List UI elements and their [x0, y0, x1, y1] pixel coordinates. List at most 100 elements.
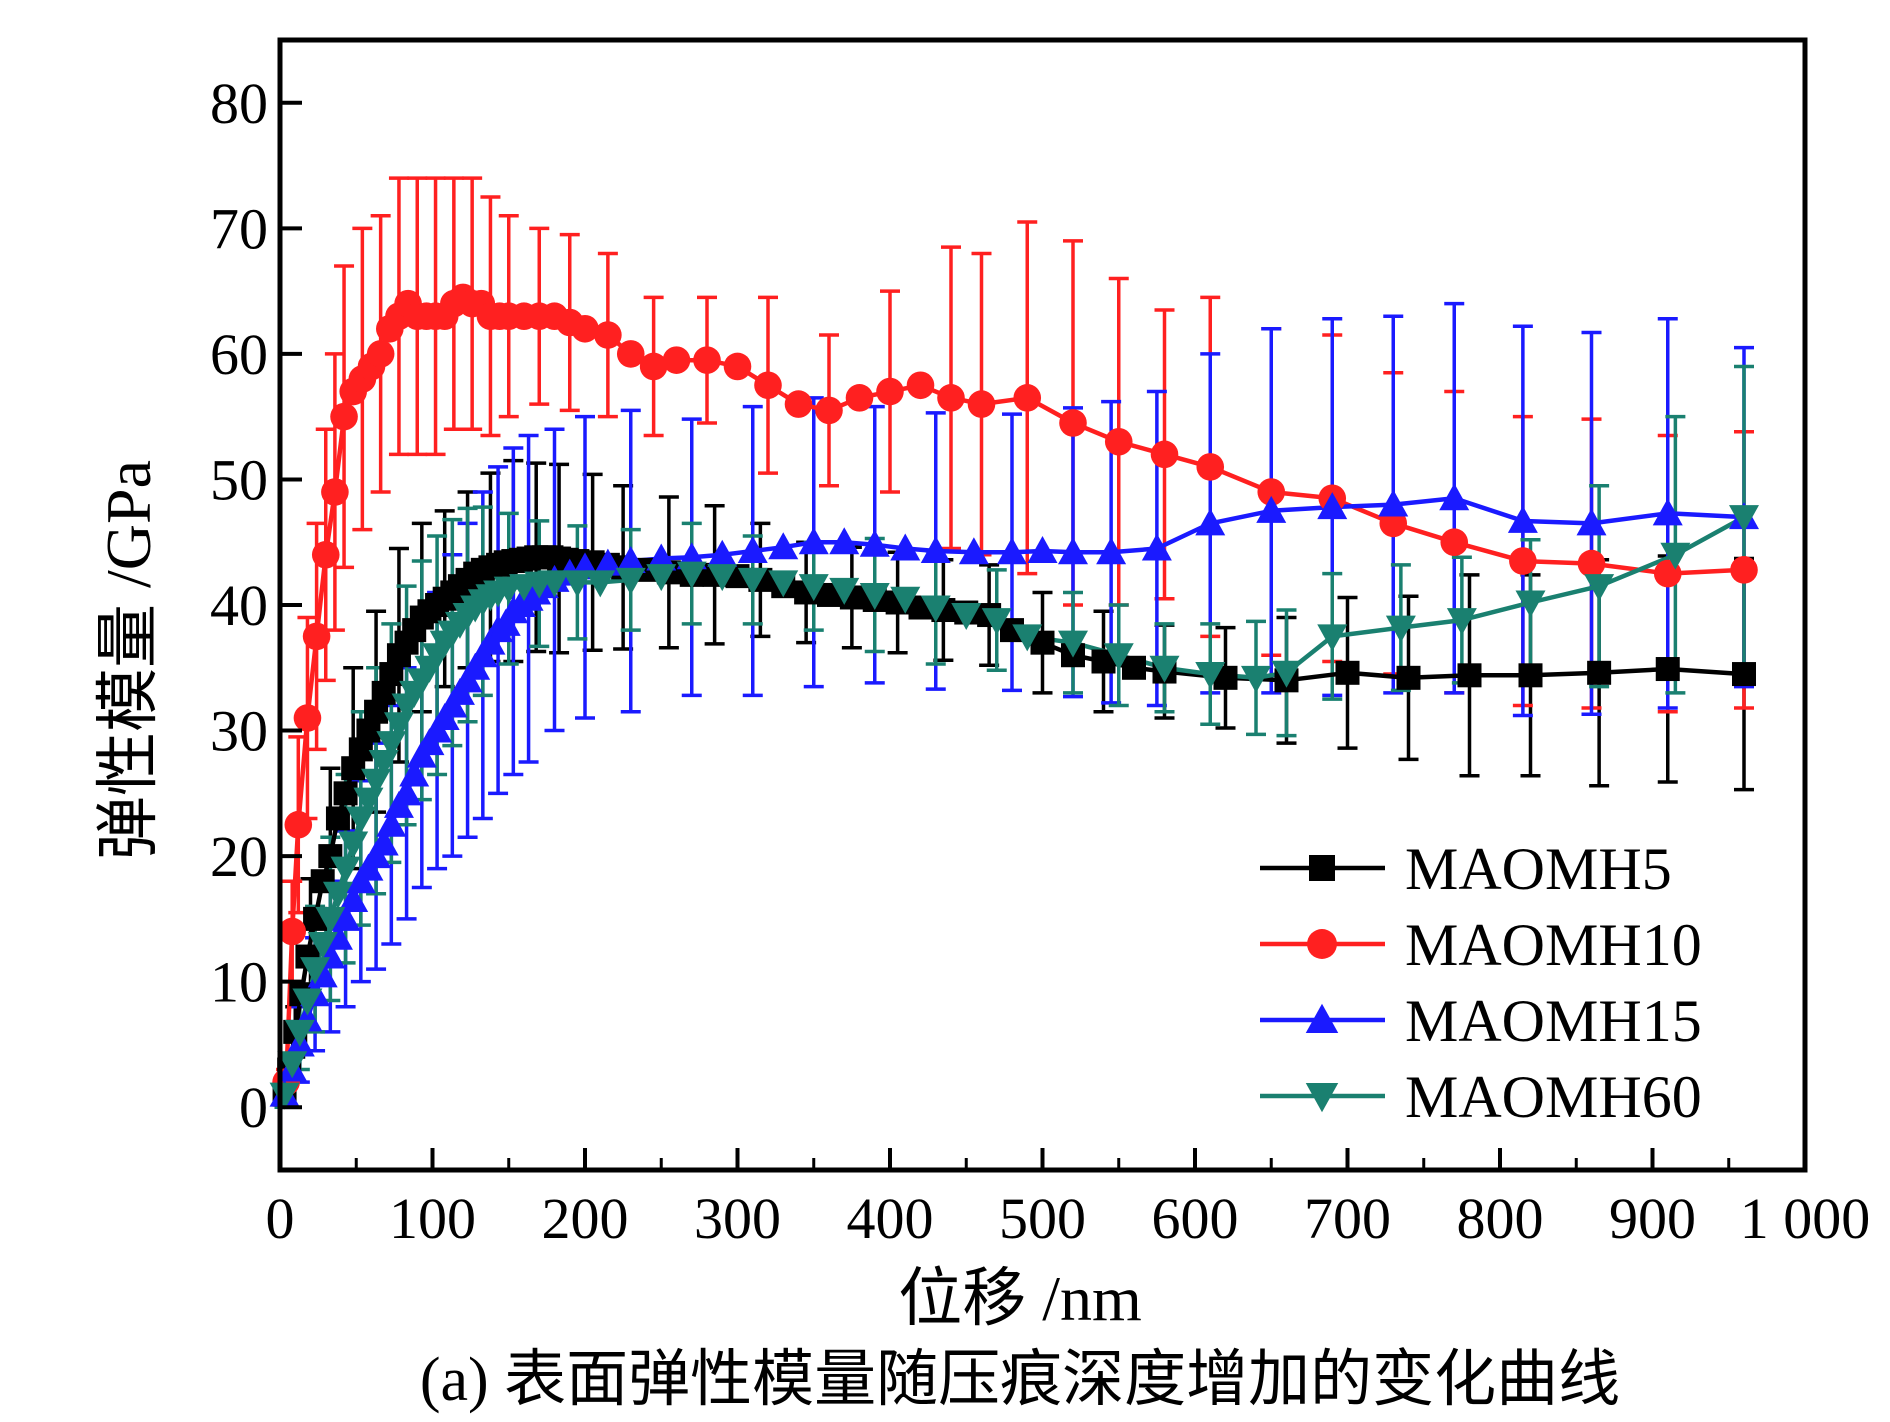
marker-maomh10-40 [845, 384, 874, 412]
marker-maomh15-62 [1576, 508, 1607, 536]
marker-maomh15-46 [829, 527, 860, 555]
legend-marker-maomh15 [1305, 1003, 1339, 1033]
marker-maomh60-41 [798, 574, 829, 602]
legend-item-maomh15: MAOMH15 [1260, 988, 1702, 1054]
marker-maomh60-36 [646, 564, 677, 592]
marker-maomh60-35 [615, 567, 646, 595]
marker-maomh60-4 [300, 957, 331, 985]
marker-maomh15-44 [768, 532, 799, 560]
marker-maomh10-6 [321, 478, 349, 506]
marker-maomh60-57 [1446, 608, 1477, 636]
x-tick-label-300: 300 [694, 1186, 781, 1251]
marker-maomh60-55 [1317, 624, 1348, 652]
x-tick-label-800: 800 [1457, 1186, 1544, 1251]
marker-maomh5-70 [1518, 663, 1543, 688]
marker-maomh10-41 [876, 377, 904, 406]
marker-maomh60-60 [1660, 542, 1691, 570]
y-tick-label-10: 10 [210, 950, 268, 1015]
legend-item-maomh5: MAOMH5 [1260, 836, 1672, 902]
marker-maomh15-39 [615, 546, 646, 574]
marker-maomh60-46 [951, 603, 982, 631]
marker-maomh60-50 [1103, 643, 1134, 671]
y-axis-title: 弹性模量 /GPa [93, 460, 164, 860]
marker-maomh10-32 [616, 340, 645, 368]
marker-maomh60-61 [1729, 505, 1759, 533]
marker-maomh15-38 [592, 548, 623, 576]
marker-maomh15-55 [1141, 533, 1172, 561]
marker-maomh10-39 [815, 396, 843, 425]
x-tick-label-0: 0 [266, 1186, 295, 1251]
legend-item-maomh60: MAOMH60 [1260, 1064, 1702, 1130]
marker-maomh15-8 [330, 903, 361, 931]
legend-label-maomh5: MAOMH5 [1405, 836, 1672, 902]
marker-maomh15-14 [376, 809, 407, 837]
marker-maomh10-42 [906, 371, 935, 400]
marker-maomh10-57 [1730, 556, 1758, 584]
marker-maomh10-55 [1577, 549, 1606, 578]
marker-maomh15-42 [707, 539, 738, 567]
legend-label-maomh15: MAOMH15 [1405, 988, 1702, 1054]
markers-layer [269, 283, 1759, 1110]
marker-maomh5-68 [1396, 665, 1421, 690]
x-tick-label-100: 100 [389, 1186, 476, 1251]
legend-item-maomh10: MAOMH10 [1260, 912, 1702, 978]
marker-maomh15-56 [1195, 508, 1226, 536]
marker-maomh60-37 [676, 561, 707, 589]
marker-maomh10-2 [284, 810, 313, 839]
marker-maomh10-38 [784, 390, 813, 418]
marker-maomh60-40 [768, 570, 799, 598]
marker-maomh10-47 [1104, 427, 1133, 456]
marker-maomh10-43 [937, 384, 965, 412]
marker-maomh5-67 [1335, 660, 1360, 685]
marker-maomh15-53 [1058, 537, 1088, 565]
marker-maomh60-5 [307, 932, 338, 959]
marker-maomh60-48 [1012, 624, 1043, 652]
marker-maomh15-9 [338, 885, 369, 913]
marker-maomh15-48 [890, 533, 921, 561]
marker-maomh5-73 [1732, 662, 1756, 687]
x-axis-title: 位移 /nm [898, 1263, 1142, 1334]
y-tick-label-50: 50 [210, 447, 268, 512]
marker-maomh10-34 [662, 346, 691, 374]
marker-maomh15-16 [391, 778, 422, 806]
marker-maomh15-61 [1507, 505, 1538, 533]
marker-maomh10-48 [1150, 440, 1179, 469]
ticks-layer: 0 100 200 300 400 500 600 700 800 900 1 000 0 10 20 30… [210, 71, 1870, 1251]
marker-maomh15-54 [1096, 537, 1127, 565]
marker-maomh5-9 [333, 781, 358, 806]
y-tick-label-20: 20 [210, 824, 268, 889]
marker-maomh5-71 [1587, 660, 1612, 685]
marker-maomh60-47 [981, 608, 1012, 636]
y-tick-label-60: 60 [210, 322, 268, 387]
marker-maomh15-40 [646, 543, 677, 571]
marker-maomh60-7 [322, 881, 353, 909]
x-tick-label-1000: 1 000 [1740, 1186, 1871, 1251]
y-tick-label-70: 70 [210, 196, 268, 261]
marker-maomh60-45 [920, 595, 951, 623]
x-tick-label-900: 900 [1609, 1186, 1696, 1251]
marker-maomh15-59 [1378, 489, 1409, 517]
marker-maomh15-60 [1439, 483, 1470, 511]
marker-maomh60-34 [585, 570, 616, 598]
marker-maomh10-45 [1013, 384, 1042, 412]
marker-maomh60-32 [539, 570, 570, 598]
marker-maomh15-43 [737, 536, 768, 564]
marker-maomh10-4 [302, 622, 331, 651]
marker-maomh60-33 [562, 570, 593, 598]
marker-maomh60-49 [1058, 630, 1088, 658]
marker-maomh15-52 [1027, 536, 1058, 564]
marker-maomh60-53 [1241, 665, 1271, 693]
marker-maomh10-44 [967, 390, 996, 418]
marker-maomh60-58 [1515, 590, 1546, 618]
marker-maomh15-63 [1652, 498, 1683, 526]
legend-marker-maomh10 [1307, 929, 1337, 959]
legend-label-maomh60: MAOMH60 [1405, 1064, 1702, 1130]
y-tick-label-40: 40 [210, 573, 268, 638]
marker-maomh60-59 [1584, 574, 1615, 602]
marker-maomh15-49 [920, 536, 951, 564]
x-tick-label-200: 200 [542, 1186, 629, 1251]
x-tick-label-400: 400 [847, 1186, 934, 1251]
marker-maomh15-47 [859, 529, 890, 557]
